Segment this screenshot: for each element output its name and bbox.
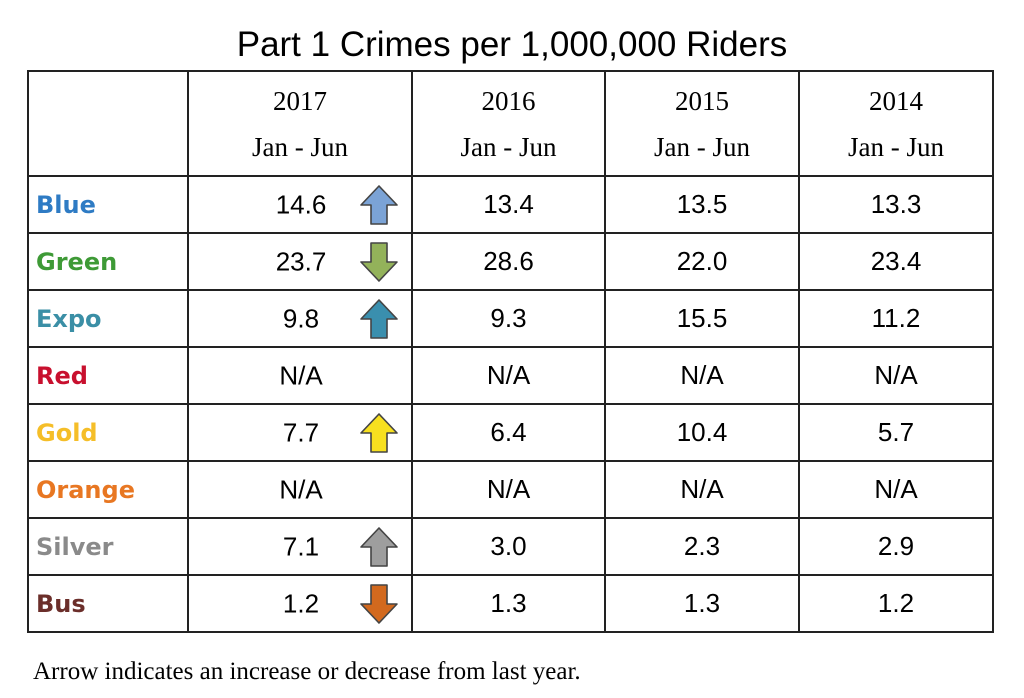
value-cell: N/A (798, 346, 994, 405)
value-cell: 2.9 (798, 517, 994, 576)
value-cell: 22.0 (604, 232, 800, 291)
column-header-2014: 2014 Jan - Jun (798, 70, 994, 177)
header-row: 2017 Jan - Jun 2016 Jan - Jun 2015 Jan -… (27, 70, 994, 177)
arrow-up-shape (360, 184, 398, 225)
value-cell: 13.3 (798, 175, 994, 234)
value-cell: 1.2 (187, 574, 413, 633)
value-text: 14.6 (275, 189, 327, 219)
value-cell: 5.7 (798, 403, 994, 462)
value-cell: 1.3 (604, 574, 800, 633)
row-label: Bus (27, 574, 189, 633)
value-cell: N/A (798, 460, 994, 519)
value-text: 7.7 (282, 417, 320, 447)
row-label: Orange (27, 460, 189, 519)
arrow-up-icon (360, 412, 398, 453)
column-period: Jan - Jun (460, 131, 557, 162)
column-year: 2014 (869, 85, 923, 116)
value-cell: 13.5 (604, 175, 800, 234)
row-label: Gold (27, 403, 189, 462)
value-cell: 3.0 (411, 517, 606, 576)
arrow-up-shape (360, 412, 398, 453)
arrow-down-shape (360, 583, 398, 624)
arrow-up-shape (360, 298, 398, 339)
value-text: 1.2 (282, 588, 320, 618)
column-header-2017: 2017 Jan - Jun (187, 70, 413, 177)
table-body: 2017 Jan - Jun 2016 Jan - Jun 2015 Jan -… (27, 70, 994, 633)
value-cell: 7.7 (187, 403, 413, 462)
column-year: 2015 (675, 85, 729, 116)
value-text: 23.7 (275, 246, 327, 276)
value-text: 7.1 (282, 531, 320, 561)
value-cell: N/A (187, 460, 413, 519)
value-text: N/A (279, 474, 323, 504)
value-cell: 14.6 (187, 175, 413, 234)
value-cell: 1.2 (798, 574, 994, 633)
column-period: Jan - Jun (654, 131, 750, 162)
table-row: Bus 1.2 1.3 1.3 1.2 (27, 574, 994, 633)
table-row: Green 23.7 28.6 22.0 23.4 (27, 232, 994, 291)
value-cell: 15.5 (604, 289, 800, 348)
column-period: Jan - Jun (252, 131, 348, 162)
arrow-up-icon (360, 298, 398, 339)
column-header-2015: 2015 Jan - Jun (604, 70, 800, 177)
table-row: Expo 9.8 9.3 15.5 11.2 (27, 289, 994, 348)
value-cell: 23.4 (798, 232, 994, 291)
value-cell: 13.4 (411, 175, 606, 234)
arrow-up-shape (360, 526, 398, 567)
table-row: Silver 7.1 3.0 2.3 2.9 (27, 517, 994, 576)
row-label: Red (27, 346, 189, 405)
column-header-2016: 2016 Jan - Jun (411, 70, 606, 177)
table-row: Blue 14.6 13.4 13.5 13.3 (27, 175, 994, 234)
value-cell: 10.4 (604, 403, 800, 462)
arrow-down-shape (360, 241, 398, 282)
value-cell: 11.2 (798, 289, 994, 348)
value-cell: 2.3 (604, 517, 800, 576)
value-cell: N/A (411, 346, 606, 405)
row-label: Expo (27, 289, 189, 348)
column-year: 2016 (481, 85, 536, 116)
row-label: Silver (27, 517, 189, 576)
arrow-down-icon (360, 583, 398, 624)
crime-rate-table: 2017 Jan - Jun 2016 Jan - Jun 2015 Jan -… (27, 70, 994, 633)
row-label: Green (27, 232, 189, 291)
value-cell: 28.6 (411, 232, 606, 291)
arrow-down-icon (360, 241, 398, 282)
arrow-up-icon (360, 184, 398, 225)
value-cell: 23.7 (187, 232, 413, 291)
value-cell: N/A (604, 460, 800, 519)
value-cell: N/A (411, 460, 606, 519)
table-row: Gold 7.7 6.4 10.4 5.7 (27, 403, 994, 462)
table-row: Orange N/A N/A N/A N/A (27, 460, 994, 519)
corner-cell (27, 70, 189, 177)
value-cell: 7.1 (187, 517, 413, 576)
value-cell: 1.3 (411, 574, 606, 633)
table-title: Part 1 Crimes per 1,000,000 Riders (236, 25, 788, 64)
value-cell: 9.3 (411, 289, 606, 348)
value-text: 9.8 (282, 303, 320, 333)
table-row: Red N/A N/A N/A N/A (27, 346, 994, 405)
value-cell: 9.8 (187, 289, 413, 348)
value-cell: 6.4 (411, 403, 606, 462)
arrow-up-icon (360, 526, 398, 567)
column-period: Jan - Jun (848, 131, 944, 162)
value-cell: N/A (604, 346, 800, 405)
row-label: Blue (27, 175, 189, 234)
column-year: 2017 (273, 85, 327, 116)
value-cell: N/A (187, 346, 413, 405)
footnote: Arrow indicates an increase or decrease … (33, 658, 581, 685)
value-text: N/A (279, 360, 323, 390)
